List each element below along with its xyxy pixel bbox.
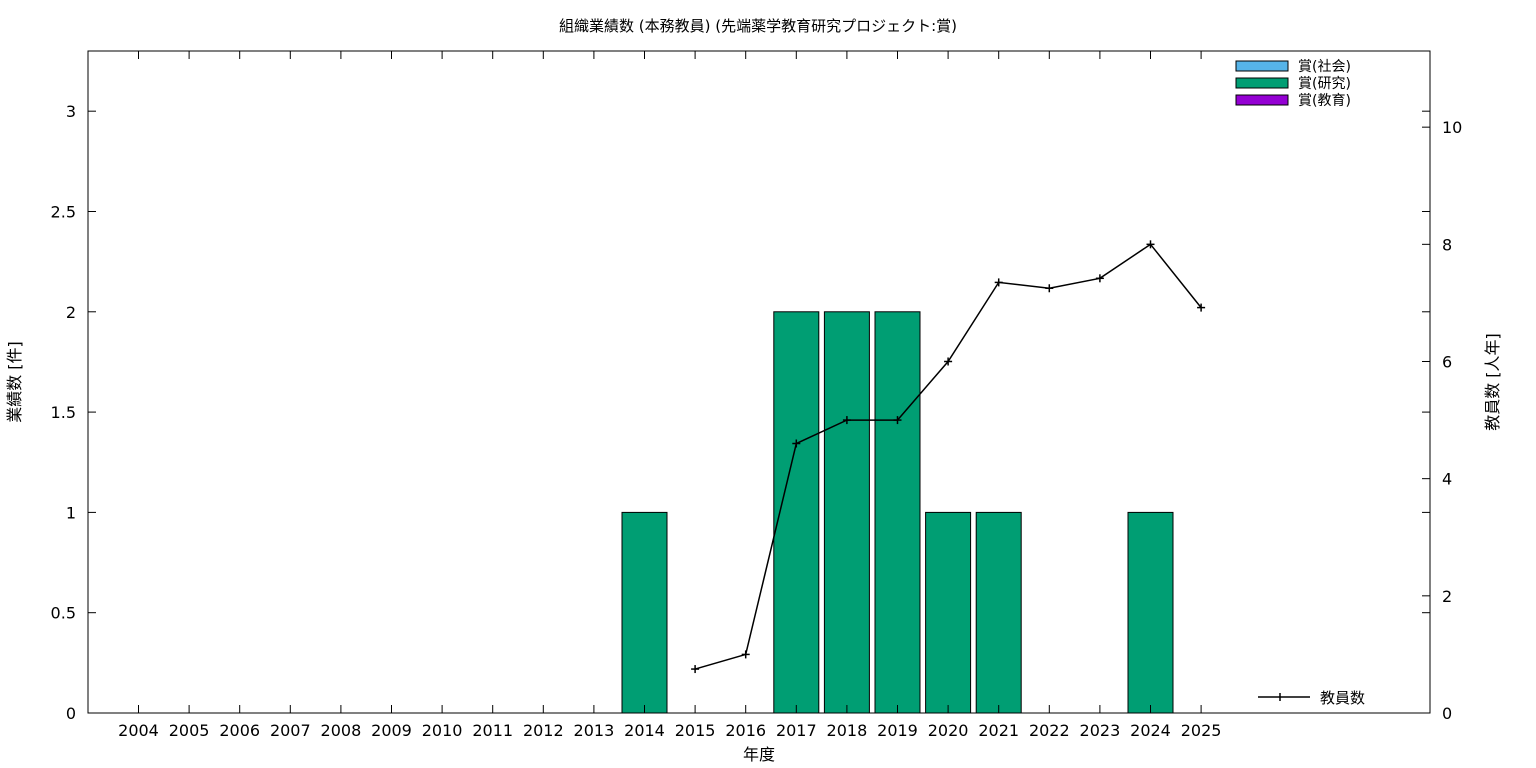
line-point-marker bbox=[893, 416, 902, 425]
legend-label: 賞(社会) bbox=[1298, 59, 1351, 75]
right-axis-label: 教員数 [人年] bbox=[1483, 333, 1502, 431]
bar-2019 bbox=[874, 311, 921, 714]
line-point-marker bbox=[792, 439, 801, 448]
line-point-marker bbox=[1197, 303, 1206, 312]
line-point-marker bbox=[842, 416, 851, 425]
x-tick-label: 2007 bbox=[270, 721, 311, 740]
left-axis: 0 0.5 1 1.5 2 2.5 3 bbox=[51, 102, 1430, 723]
bar-2017 bbox=[773, 311, 820, 714]
x-tick-label: 2020 bbox=[928, 721, 969, 740]
x-tick-label: 2013 bbox=[574, 721, 615, 740]
x-tick-label: 2008 bbox=[321, 721, 362, 740]
bar-2014 bbox=[621, 511, 668, 714]
x-tick-label: 2006 bbox=[219, 721, 260, 740]
x-axis: 2004 2005 2006 2007 2008 2009 2010 2011 2012 2013… bbox=[118, 51, 1221, 740]
legend-label: 賞(研究) bbox=[1298, 76, 1351, 92]
line-point-marker bbox=[1095, 274, 1104, 283]
left-tick-label: 3 bbox=[66, 102, 76, 121]
bar-2020 bbox=[925, 511, 972, 714]
line-point-marker bbox=[1146, 240, 1155, 249]
legend-label: 賞(教育) bbox=[1298, 93, 1351, 109]
x-tick-label: 2014 bbox=[624, 721, 665, 740]
x-axis-label: 年度 bbox=[743, 745, 775, 764]
legend-label: 教員数 bbox=[1320, 689, 1365, 707]
x-tick-label: 2005 bbox=[169, 721, 210, 740]
bars-layer bbox=[621, 311, 1174, 714]
line-point-marker bbox=[1045, 284, 1054, 293]
line-point-marker bbox=[741, 650, 750, 659]
left-tick-label: 1 bbox=[66, 503, 76, 522]
left-tick-label: 1.5 bbox=[51, 403, 76, 422]
legend: 賞(社会)賞(研究)賞(教育) 教員数 bbox=[1235, 59, 1365, 707]
legend-swatch bbox=[1235, 60, 1289, 72]
x-tick-label: 2025 bbox=[1181, 721, 1222, 740]
x-tick-label: 2018 bbox=[827, 721, 868, 740]
x-tick-label: 2023 bbox=[1080, 721, 1121, 740]
x-tick-label: 2012 bbox=[523, 721, 564, 740]
right-axis: 0 2 4 6 8 10 bbox=[1422, 118, 1462, 723]
line-point-marker bbox=[944, 357, 953, 366]
bar-2021 bbox=[975, 511, 1022, 714]
line-layer bbox=[691, 240, 1206, 674]
x-tick-label: 2004 bbox=[118, 721, 159, 740]
legend-swatch bbox=[1235, 94, 1289, 106]
left-axis-label: 業績数 [件] bbox=[5, 341, 24, 423]
left-tick-label: 2.5 bbox=[51, 202, 76, 221]
x-tick-label: 2022 bbox=[1029, 721, 1070, 740]
x-tick-label: 2016 bbox=[725, 721, 766, 740]
line-point-marker bbox=[691, 665, 700, 674]
x-tick-label: 2011 bbox=[472, 721, 513, 740]
bar-2024 bbox=[1127, 511, 1174, 714]
x-tick-label: 2017 bbox=[776, 721, 817, 740]
plot-frame bbox=[87, 50, 1431, 714]
right-tick-label: 6 bbox=[1442, 352, 1452, 371]
x-tick-label: 2024 bbox=[1130, 721, 1171, 740]
x-tick-label: 2009 bbox=[371, 721, 412, 740]
x-tick-label: 2010 bbox=[422, 721, 463, 740]
legend-swatch bbox=[1235, 77, 1289, 89]
right-tick-label: 10 bbox=[1442, 118, 1462, 137]
x-tick-label: 2019 bbox=[877, 721, 918, 740]
right-tick-label: 8 bbox=[1442, 235, 1452, 254]
left-tick-label: 0.5 bbox=[51, 604, 76, 623]
chart-title: 組織業績数 (本務教員) (先端薬学教育研究プロジェクト:賞) bbox=[559, 17, 957, 35]
x-tick-label: 2015 bbox=[675, 721, 716, 740]
x-tick-label: 2021 bbox=[978, 721, 1019, 740]
right-tick-label: 0 bbox=[1442, 704, 1452, 723]
right-tick-label: 4 bbox=[1442, 470, 1452, 489]
left-tick-label: 2 bbox=[66, 303, 76, 322]
line-point-marker bbox=[994, 278, 1003, 287]
right-tick-label: 2 bbox=[1442, 587, 1452, 606]
bar-2018 bbox=[823, 311, 870, 714]
left-tick-label: 0 bbox=[66, 704, 76, 723]
